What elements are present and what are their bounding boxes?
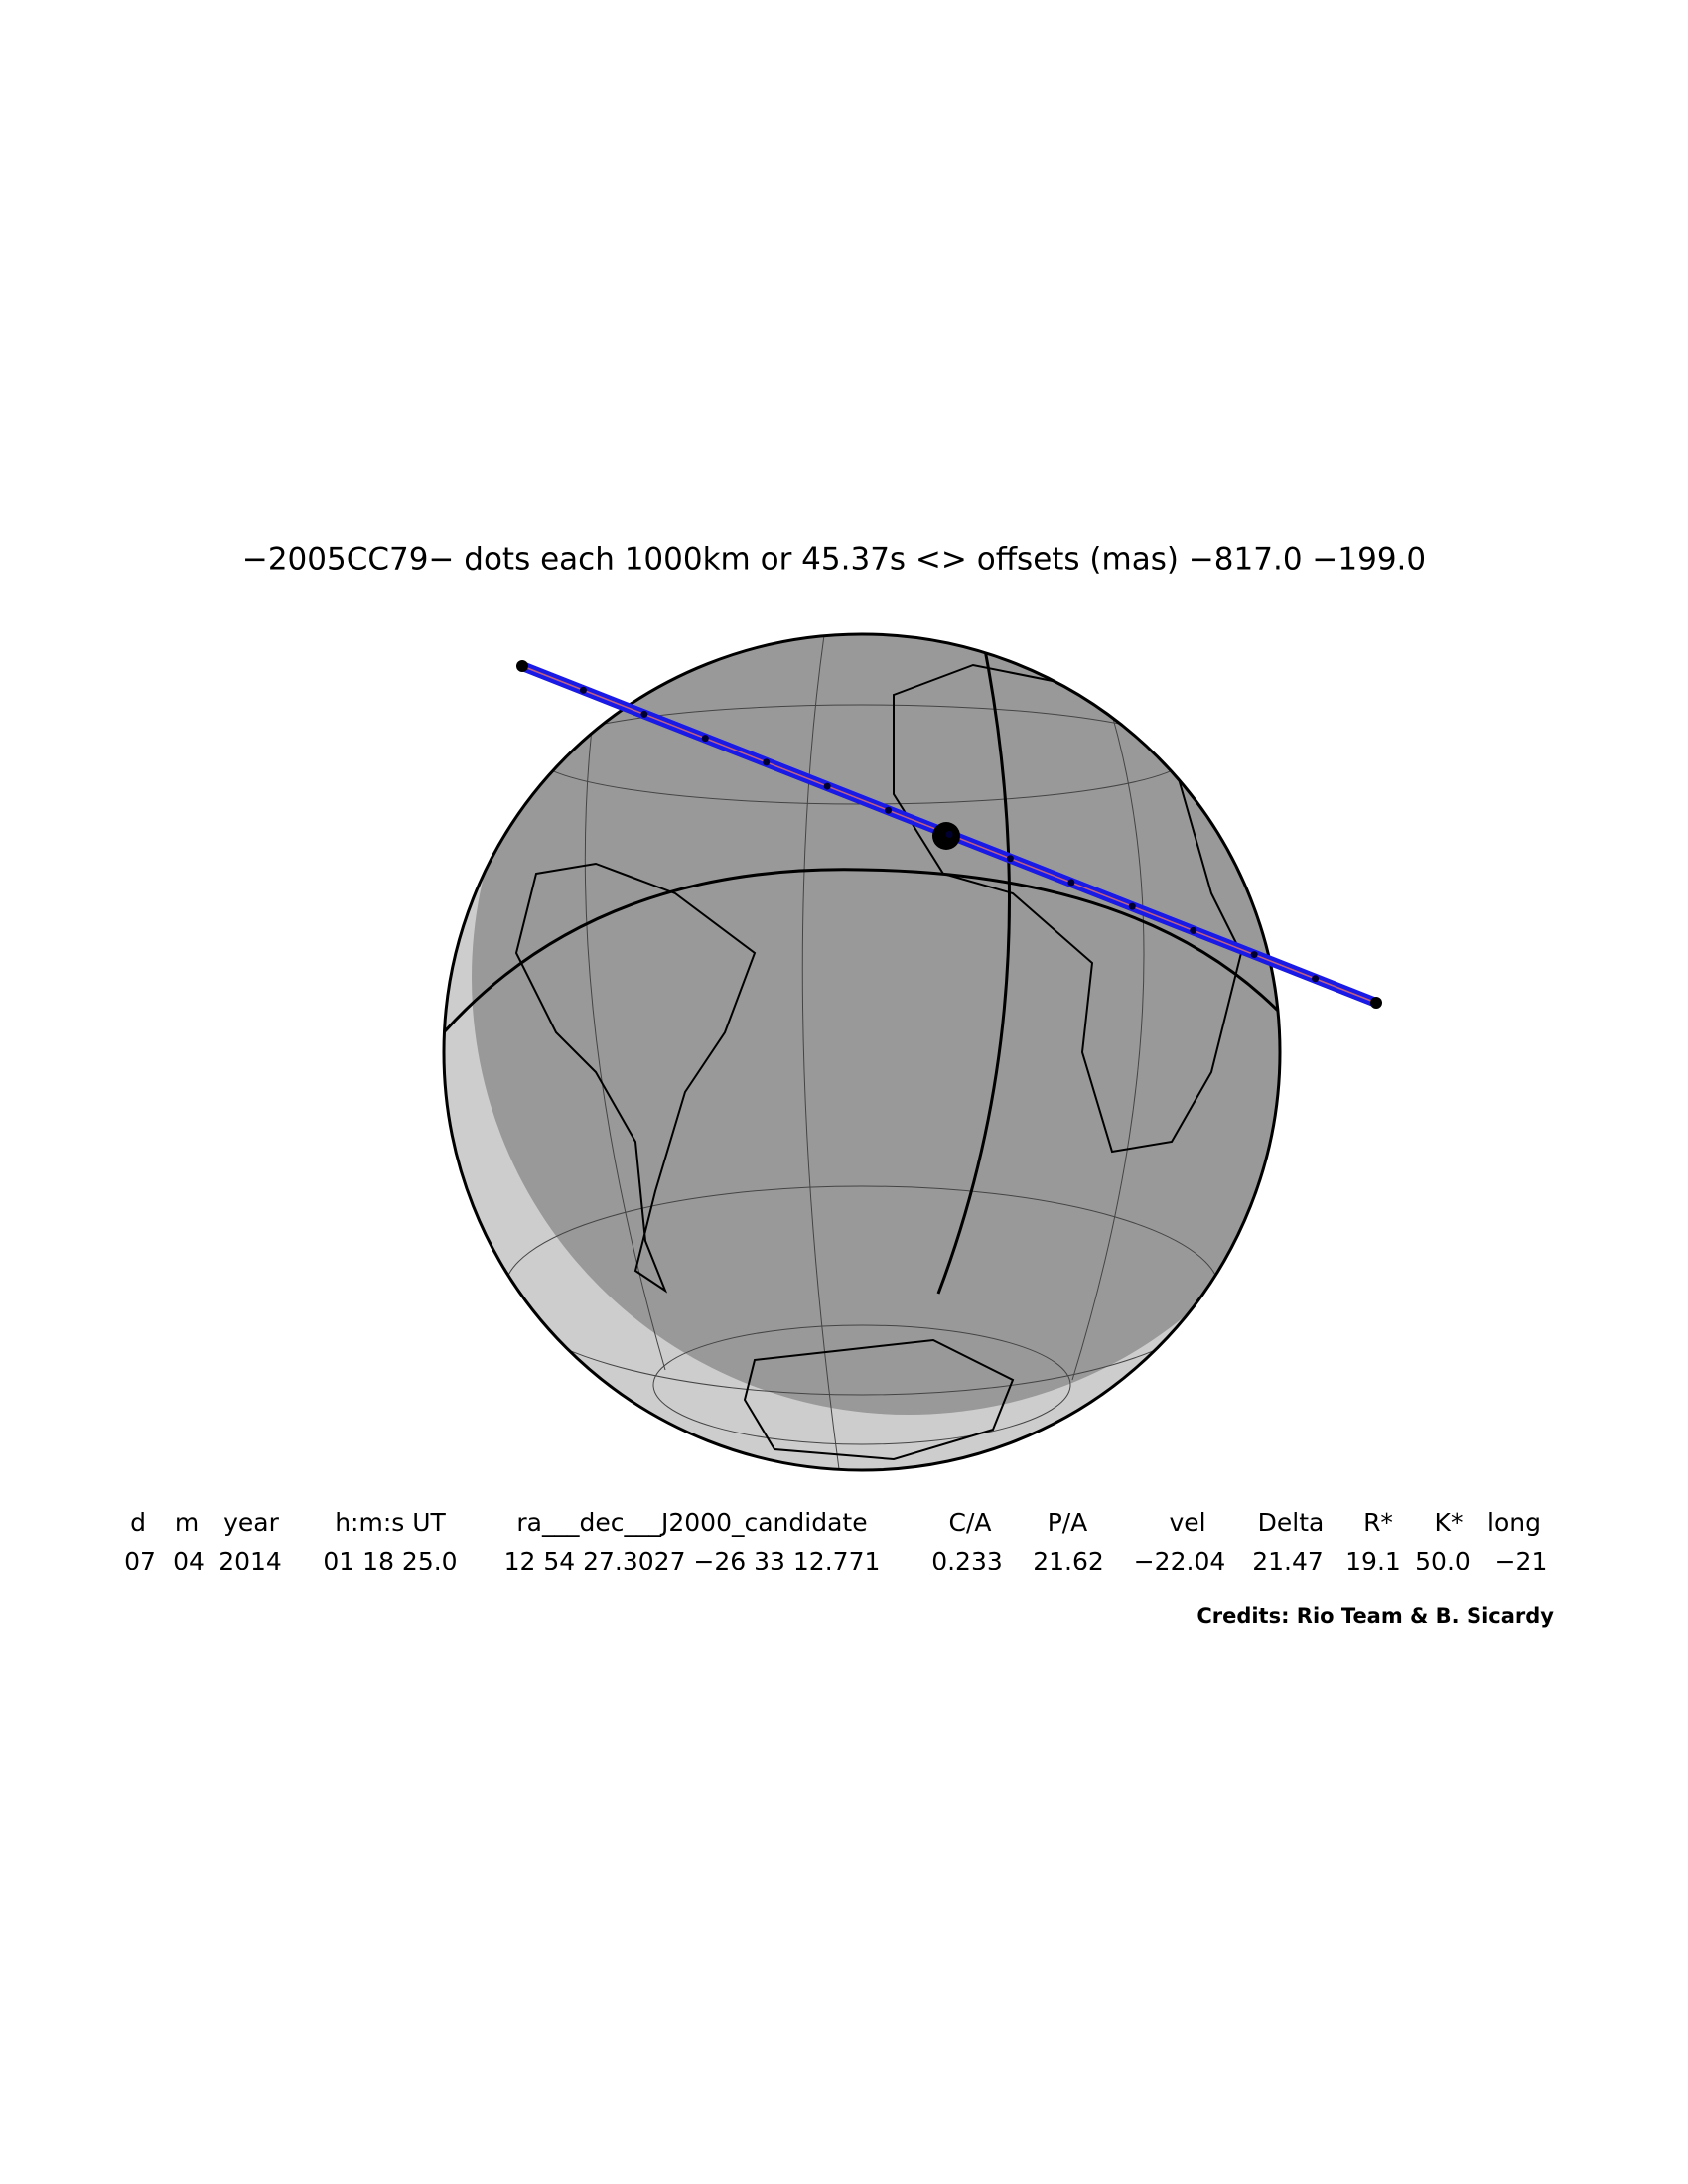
track-dot xyxy=(1006,855,1014,863)
column-header: m xyxy=(175,1508,199,1537)
track-dot xyxy=(640,710,648,718)
cell-value: 01 18 25.0 xyxy=(323,1547,457,1575)
column-header: h:m:s UT xyxy=(335,1508,446,1537)
column-header: P/A xyxy=(1048,1508,1088,1537)
column-header: C/A xyxy=(949,1508,992,1537)
track-dot xyxy=(1312,975,1320,983)
cell-value: 12 54 27.3027 −26 33 12.771 xyxy=(504,1547,881,1575)
cell-value: −22.04 xyxy=(1134,1547,1226,1575)
column-header: R* xyxy=(1363,1508,1393,1537)
cell-value: 21.62 xyxy=(1033,1547,1104,1575)
globe-outline xyxy=(442,632,1282,1472)
column-header: K* xyxy=(1435,1508,1464,1537)
track-dot xyxy=(763,758,771,766)
track-end xyxy=(1370,997,1382,1009)
track-dot xyxy=(579,686,587,694)
central-meridian xyxy=(936,638,1011,1295)
equator xyxy=(444,868,1280,1034)
cell-value: 21.47 xyxy=(1252,1547,1324,1575)
track-dot xyxy=(1190,926,1197,934)
event-table: d m year h:m:s UT ra___dec___J2000_candidate… xyxy=(124,1508,1547,1575)
track-dot xyxy=(1067,879,1075,887)
cell-value: 50.0 xyxy=(1415,1547,1471,1575)
credits: Credits: Rio Team & B. Sicardy xyxy=(1196,1604,1554,1628)
column-header: ra___dec___J2000_candidate xyxy=(516,1508,867,1537)
column-header: year xyxy=(223,1508,279,1537)
track-dot xyxy=(945,831,953,838)
globe xyxy=(442,632,1282,1472)
column-header: vel xyxy=(1169,1508,1205,1537)
meridian xyxy=(1071,714,1145,1381)
cell-value: 19.1 xyxy=(1345,1547,1401,1575)
track-end xyxy=(516,660,528,672)
track-dot xyxy=(1250,951,1258,959)
continent xyxy=(743,1338,1015,1461)
globe-day xyxy=(472,634,1280,1415)
cell-value: 2014 xyxy=(218,1547,282,1575)
map-title: −2005CC79− dots each 1000km or 45.37s <>… xyxy=(242,542,1426,578)
column-header: Delta xyxy=(1258,1508,1325,1537)
continent xyxy=(514,862,757,1294)
column-header: d xyxy=(130,1508,146,1537)
cell-value: 07 xyxy=(124,1547,156,1575)
track-dot xyxy=(823,782,831,790)
cell-value: −21 xyxy=(1495,1547,1548,1575)
meridian xyxy=(801,634,840,1470)
cell-value: 0.233 xyxy=(931,1547,1003,1575)
track-dot xyxy=(885,806,893,814)
cell-value: 04 xyxy=(173,1547,205,1575)
track-dot xyxy=(701,735,709,743)
shadow-track xyxy=(516,660,1382,1009)
column-header: long xyxy=(1487,1508,1541,1537)
track-dot xyxy=(1128,902,1136,910)
latitude-line xyxy=(652,1324,1071,1445)
